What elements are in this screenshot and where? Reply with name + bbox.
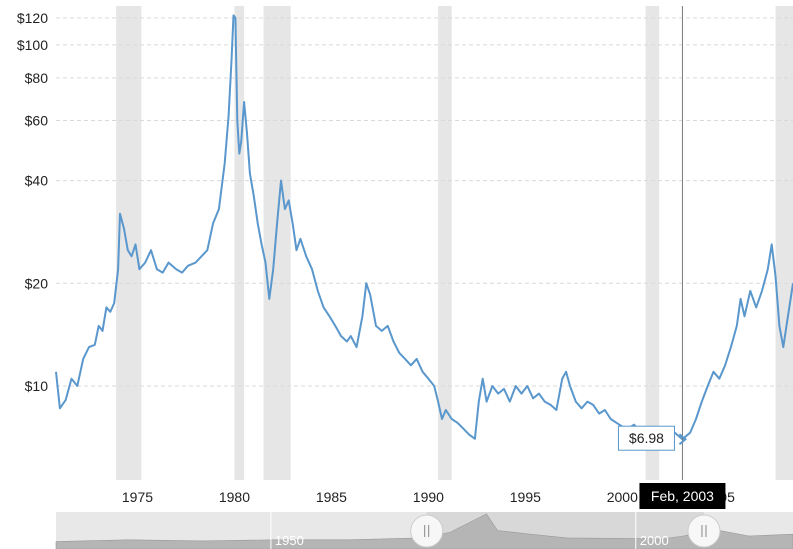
navigator-series-area	[55, 513, 793, 549]
x-tick-label: 1975	[122, 489, 153, 505]
value-tooltip: $6.98	[617, 425, 675, 451]
hover-point-marker	[678, 433, 688, 445]
x-tick-label: 1985	[316, 489, 347, 505]
x-tick-label: 1990	[413, 489, 444, 505]
tooltip-date: Feb, 2003	[651, 488, 714, 504]
x-tick-label: 1995	[510, 489, 541, 505]
navigator-right-handle[interactable]	[687, 514, 721, 548]
recession-band	[438, 6, 452, 480]
recession-band	[116, 6, 142, 480]
range-navigator[interactable]: 1950 2000	[55, 512, 793, 549]
navigator-label-2000: 2000	[640, 533, 669, 548]
y-tick-label: $40	[25, 173, 49, 189]
navigator-label-1950: 1950	[275, 533, 304, 548]
y-tick-label: $100	[17, 37, 48, 53]
x-tick-label: 2000	[607, 489, 638, 505]
y-tick-label: $60	[25, 113, 49, 129]
tooltip-value: $6.98	[629, 430, 664, 446]
y-tick-label: $20	[25, 275, 49, 291]
y-tick-label: $120	[17, 10, 48, 26]
recession-band	[234, 6, 245, 480]
x-tick-label: 1980	[219, 489, 250, 505]
recession-band	[645, 6, 660, 480]
navigator-left-handle[interactable]	[410, 514, 444, 548]
y-tick-label: $80	[25, 70, 49, 86]
recession-band	[775, 6, 793, 480]
y-axis: $10 $20 $40 $60 $80 $100 $120	[17, 10, 48, 394]
recession-band	[263, 6, 291, 480]
y-gridlines	[56, 17, 793, 387]
recession-bands	[116, 6, 793, 480]
y-tick-label: $10	[25, 378, 49, 394]
date-tooltip: Feb, 2003	[639, 483, 726, 509]
